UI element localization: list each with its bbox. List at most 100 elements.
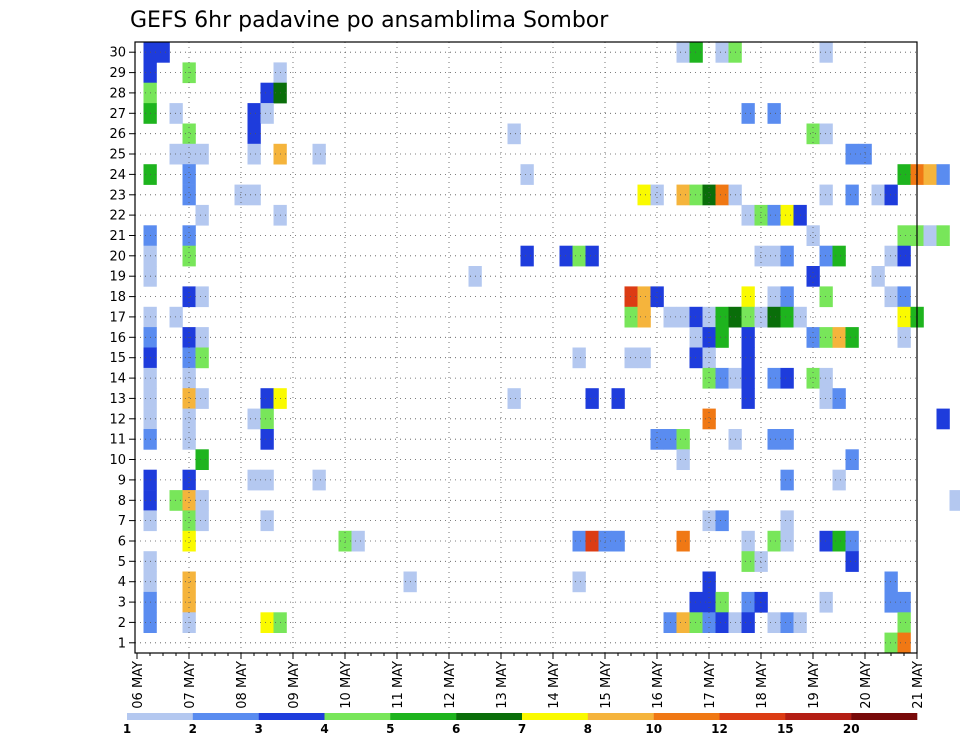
- x-axis-ticks: 06 MAY 07 MAY 08 MAY 09 MAY 10 MAY 11 MAY 12 M…: [131, 653, 926, 709]
- precip-cell: [182, 123, 196, 145]
- precip-cell: [936, 225, 950, 246]
- precip-cell: [351, 530, 365, 552]
- x-tick-label: 10 MAY: [339, 661, 354, 709]
- y-tick-label: 6: [118, 535, 126, 550]
- precip-cell: [780, 612, 794, 633]
- precip-cell: [819, 367, 833, 389]
- precip-cell: [715, 612, 729, 633]
- precip-cell: [819, 245, 833, 267]
- precip-cell: [650, 184, 664, 206]
- precip-cell: [806, 225, 820, 246]
- precip-cell: [754, 551, 768, 572]
- y-tick-label: 13: [109, 392, 126, 407]
- y-tick-label: 27: [109, 107, 126, 122]
- precip-cell: [702, 408, 716, 430]
- precip-cell: [949, 490, 960, 511]
- precip-cell: [845, 143, 859, 165]
- precip-cell: [871, 184, 885, 206]
- precip-cell: [689, 591, 703, 613]
- precip-cell: [234, 184, 248, 206]
- x-tick-label: 16 MAY: [651, 661, 666, 709]
- precip-cell: [182, 164, 196, 185]
- precip-cell: [169, 490, 183, 511]
- precip-cell: [767, 245, 781, 267]
- precip-cell: [169, 103, 183, 124]
- precip-cell: [182, 510, 196, 532]
- precip-cell: [767, 306, 781, 328]
- precip-cell: [702, 510, 716, 532]
- x-tick-label: 20 MAY: [859, 661, 874, 709]
- precip-cell: [182, 571, 196, 593]
- precip-cell: [767, 367, 781, 389]
- precip-cell: [715, 42, 729, 63]
- x-tick-label: 07 MAY: [183, 661, 198, 709]
- x-tick-label: 19 MAY: [807, 661, 822, 709]
- precip-cell: [897, 591, 911, 613]
- precip-cell: [832, 245, 846, 267]
- precip-cell: [195, 286, 209, 308]
- precip-cell: [897, 327, 911, 348]
- precip-cell: [832, 469, 846, 491]
- x-tick-label: 17 MAY: [703, 661, 718, 709]
- precip-cell: [819, 123, 833, 145]
- precip-cell: [650, 429, 664, 450]
- plot-frame: [134, 41, 918, 654]
- precip-cell: [572, 245, 586, 267]
- precip-cell: [884, 591, 898, 613]
- precip-cell: [780, 429, 794, 450]
- precip-cell: [897, 306, 911, 328]
- y-tick-label: 9: [118, 473, 126, 488]
- precip-cell: [520, 245, 534, 267]
- precip-cell: [884, 245, 898, 267]
- colorbar-swatch: [456, 713, 523, 720]
- precip-cell: [182, 388, 196, 409]
- precip-cell: [767, 429, 781, 450]
- colorbar-swatch: [258, 713, 325, 720]
- precip-cell: [819, 327, 833, 348]
- chart-title: GEFS 6hr padavine po ansamblima Sombor: [130, 8, 609, 33]
- precip-cell: [247, 469, 261, 491]
- y-tick-label: 23: [109, 188, 126, 203]
- y-tick-label: 26: [109, 127, 126, 142]
- dotted-grid: [135, 42, 917, 653]
- precip-cell: [689, 306, 703, 328]
- y-tick-label: 8: [118, 494, 126, 509]
- y-tick-label: 29: [109, 66, 126, 81]
- colorbar-swatch: [390, 713, 457, 720]
- precip-cell: [182, 286, 196, 308]
- precip-cell: [715, 591, 729, 613]
- y-tick-label: 2: [118, 616, 126, 631]
- precip-cell: [806, 266, 820, 287]
- precip-cell: [754, 245, 768, 267]
- y-tick-label: 10: [109, 453, 126, 468]
- precip-cell: [832, 327, 846, 348]
- precip-cell: [195, 388, 209, 409]
- precip-cell: [676, 184, 690, 206]
- precip-cell: [767, 286, 781, 308]
- precip-cell: [676, 449, 690, 470]
- precip-cell: [741, 347, 755, 369]
- precip-cell: [832, 388, 846, 409]
- precip-cell: [767, 204, 781, 226]
- precip-cell: [676, 42, 690, 63]
- precip-cell: [260, 510, 274, 532]
- precip-cell: [780, 286, 794, 308]
- colorbar-label: 8: [584, 722, 592, 736]
- x-tick-label: 08 MAY: [235, 661, 250, 709]
- precip-cell: [637, 306, 651, 328]
- precip-cell: [754, 204, 768, 226]
- precip-cell: [572, 571, 586, 593]
- precip-cell: [819, 42, 833, 63]
- precip-cell: [676, 306, 690, 328]
- precip-cell: [611, 388, 625, 409]
- precip-cell: [247, 103, 261, 124]
- precip-cell: [689, 347, 703, 369]
- precip-cell: [845, 530, 859, 552]
- x-tick-label: 13 MAY: [495, 661, 510, 709]
- precip-cell: [741, 306, 755, 328]
- precip-cell: [585, 388, 599, 409]
- precip-cell: [195, 327, 209, 348]
- precip-cell: [780, 306, 794, 328]
- y-tick-label: 30: [109, 46, 126, 61]
